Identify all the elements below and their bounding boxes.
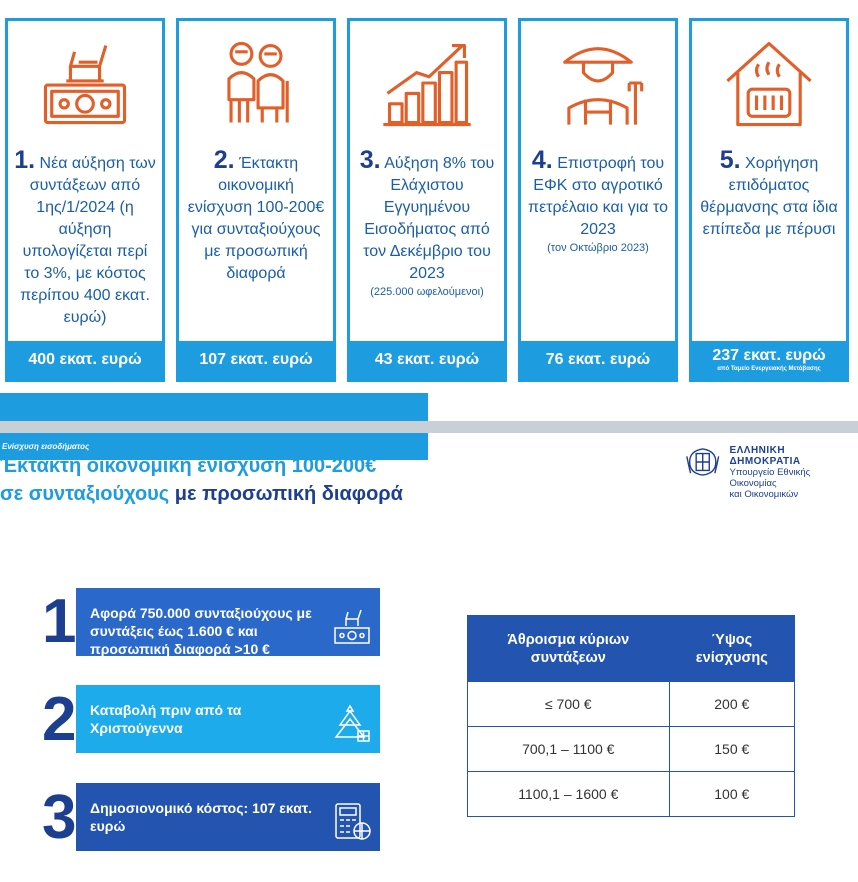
ministry-line2: Υπουργείο Εθνικής Οικονομίας bbox=[729, 467, 811, 489]
page-title: Έκτακτη οικονομική ενίσχυση 100-200€ σε … bbox=[0, 452, 403, 508]
card-text: 1. Νέα αύξηση των συντάξεων από 1ης/1/20… bbox=[14, 146, 156, 327]
table-header: Άθροισμα κύριων συντάξεων bbox=[467, 615, 670, 682]
item-number: 2 bbox=[42, 685, 77, 754]
money-chair-icon bbox=[334, 609, 370, 644]
support-table: Άθροισμα κύριων συντάξεων Ύψος ενίσχυσης… bbox=[467, 615, 796, 817]
table-cell: 100 € bbox=[668, 771, 796, 817]
money-chair-icon bbox=[8, 27, 162, 139]
item-number: 3 bbox=[42, 783, 77, 852]
card-cost: 43 εκατ. ευρώ bbox=[350, 341, 504, 379]
item-text: Δημοσιονομικό κόστος: 107 εκατ. ευρώ bbox=[90, 800, 313, 834]
table-header: Ύψος ενίσχυσης bbox=[668, 615, 796, 682]
table-row: 700,1 – 1100 € 150 € bbox=[467, 726, 796, 772]
card-text: 2. Έκτακτη οικονομική ενίσχυση 100-200€ … bbox=[187, 146, 325, 283]
ministry-line3: και Οικονομικών bbox=[729, 489, 799, 500]
greek-emblem-icon bbox=[686, 448, 720, 476]
divider-gray bbox=[428, 421, 858, 433]
house-heater-icon bbox=[692, 27, 846, 139]
christmas-tree-icon bbox=[334, 704, 370, 742]
table-cell: 700,1 – 1100 € bbox=[467, 726, 670, 772]
ministry-logo: ΕΛΛΗΝΙΚΗ ΔΗΜΟΚΡΑΤΙΑ Υπουργείο Εθνικής Οι… bbox=[684, 445, 858, 500]
card-cost: 400 εκατ. ευρώ bbox=[8, 341, 162, 379]
farmer-icon bbox=[521, 27, 675, 139]
item-text: Αφορά 750.000 συνταξιούχους με συντάξεις… bbox=[90, 605, 312, 657]
card-text: 3. Αύξηση 8% του Ελάχιστου Εγγυημένου Ει… bbox=[356, 148, 498, 299]
list-item: Δημοσιονομικό κόστος: 107 εκατ. ευρώ bbox=[76, 783, 380, 851]
card-cost: 107 εκατ. ευρώ bbox=[179, 341, 333, 379]
divider-band bbox=[0, 393, 428, 421]
calculator-icon bbox=[335, 803, 371, 840]
card-4: 4. Επιστροφή του ΕΦΚ στο αγροτικό πετρέλ… bbox=[518, 18, 678, 382]
card-cost: 237 εκατ. ευρώ από Ταμείο Ενεργειακής Με… bbox=[692, 341, 846, 379]
card-2: 2. Έκτακτη οικονομική ενίσχυση 100-200€ … bbox=[176, 18, 336, 382]
table-row: ≤ 700 € 200 € bbox=[467, 681, 796, 727]
card-1: 1. Νέα αύξηση των συντάξεων από 1ης/1/20… bbox=[5, 18, 165, 382]
divider-gray bbox=[0, 421, 428, 433]
ministry-line1: ΕΛΛΗΝΙΚΗ ΔΗΜΟΚΡΑΤΙΑ bbox=[729, 445, 801, 467]
title-line1: Έκτακτη οικονομική ενίσχυση 100-200€ bbox=[0, 455, 377, 477]
card-text: 4. Επιστροφή του ΕΦΚ στο αγροτικό πετρέλ… bbox=[528, 146, 668, 255]
card-note: (225.000 ωφελούμενοι) bbox=[370, 286, 484, 298]
card-3: 3. Αύξηση 8% του Ελάχιστου Εγγυημένου Ει… bbox=[347, 18, 507, 382]
section-label: Ενίσχυση εισοδήματος bbox=[0, 433, 428, 460]
card-cost: 76 εκατ. ευρώ bbox=[521, 341, 675, 379]
title-line2: με προσωπική διαφορά bbox=[174, 483, 403, 505]
table-cell: 1100,1 – 1600 € bbox=[467, 771, 670, 817]
table-cell: 200 € bbox=[668, 681, 796, 727]
item-text: Καταβολή πριν από τα Χριστούγεννα bbox=[90, 702, 242, 736]
item-number: 1 bbox=[42, 587, 77, 656]
card-text: 5. Χορήγηση επιδόματος θέρμανσης στα ίδι… bbox=[700, 146, 838, 239]
table-cell: ≤ 700 € bbox=[467, 681, 670, 727]
growth-chart-icon bbox=[350, 27, 504, 139]
table-row: 1100,1 – 1600 € 100 € bbox=[467, 771, 796, 817]
card-5: 5. Χορήγηση επιδόματος θέρμανσης στα ίδι… bbox=[689, 18, 849, 382]
list-item: Καταβολή πριν από τα Χριστούγεννα bbox=[76, 685, 380, 753]
table-header-row: Άθροισμα κύριων συντάξεων Ύψος ενίσχυσης bbox=[467, 615, 796, 682]
table-cell: 150 € bbox=[668, 726, 796, 772]
elderly-couple-icon bbox=[179, 27, 333, 139]
title-line2-highlight: σε συνταξιούχους bbox=[0, 483, 170, 505]
card-cost-source: από Ταμείο Ενεργειακής Μετάβασης bbox=[717, 366, 821, 372]
card-note: (τον Οκτώβριο 2023) bbox=[547, 242, 649, 254]
list-item: Αφορά 750.000 συνταξιούχους με συντάξεις… bbox=[76, 588, 380, 657]
